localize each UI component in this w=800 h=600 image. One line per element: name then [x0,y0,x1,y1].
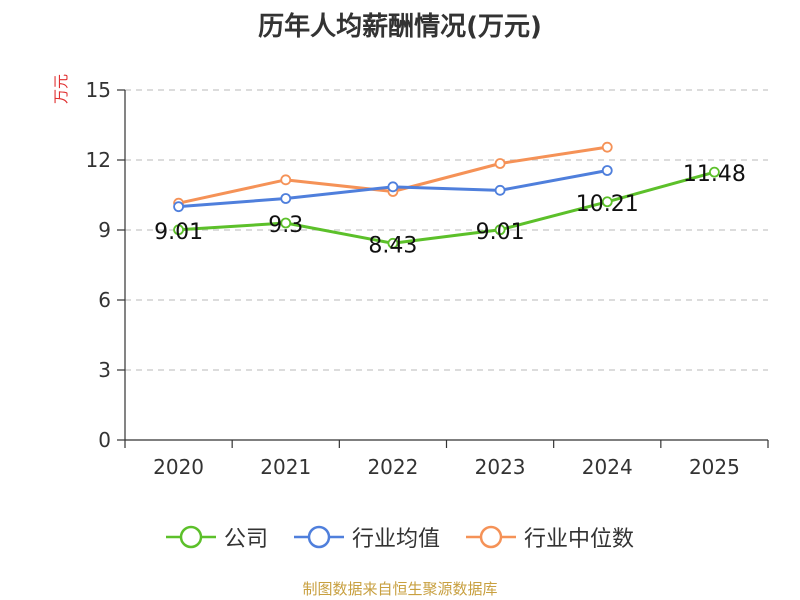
data-label-company-2024: 10.21 [576,192,639,217]
x-tick-label-2020: 2020 [153,455,204,479]
data-source: 制图数据来自恒生聚源数据库 [302,580,498,598]
y-tick-label-9: 9 [98,218,111,242]
x-tick-label-2024: 2024 [582,455,633,479]
series-0-point-2021 [280,217,292,229]
y-tick-label-15: 15 [86,78,111,102]
x-tick-label-2025: 2025 [689,455,740,479]
legend-marker-industry-average [293,525,344,549]
series-2-point-2021 [280,174,292,186]
series-1-point-2021 [280,193,292,204]
series-1-point-2024 [601,165,613,176]
series-0-point-2024 [601,196,613,208]
series-2-point-2023 [494,158,506,169]
chart-title: 历年人均薪酬情况(万元) [258,12,542,42]
series-0-point-2022 [387,237,399,249]
data-label-company-2022: 8.43 [368,233,417,258]
y-tick-label-12: 12 [86,148,111,172]
series-0-point-2020 [173,224,184,236]
series-line-0 [177,170,716,245]
x-tick-label-2021: 2021 [260,455,311,479]
legend: 公司 行业均值 行业中位数 [0,521,800,553]
y-tick-label-6: 6 [98,288,111,312]
series-2-point-2024 [601,141,613,153]
legend-item-industry-median[interactable]: 行业中位数 [466,521,634,553]
legend-label-company: 公司 [223,527,268,552]
legend-label-industry-median: 行业中位数 [524,527,635,552]
legend-marker-industry-median [466,525,516,549]
series-1-point-2022 [387,181,399,193]
data-label-company-2023: 9.01 [476,220,525,245]
x-tick-label-2022: 2022 [367,455,418,479]
legend-item-company[interactable]: 公司 [165,521,268,553]
series-1-point-2023 [494,184,506,196]
data-label-company-2025: 11.48 [683,162,746,187]
series-1-point-2020 [173,201,184,213]
data-label-company-2020: 9.01 [154,220,203,245]
y-tick-label-3: 3 [98,358,111,382]
series-0-point-2023 [494,224,506,236]
series-0-point-2025 [709,166,720,178]
legend-marker-company [165,525,216,549]
legend-item-industry-average[interactable]: 行业均值 [293,521,440,553]
x-tick-label-2023: 2023 [475,455,526,479]
y-tick-label-0: 0 [98,428,111,452]
data-label-company-2021: 9.3 [268,213,303,238]
legend-label-industry-average: 行业均值 [351,527,440,552]
